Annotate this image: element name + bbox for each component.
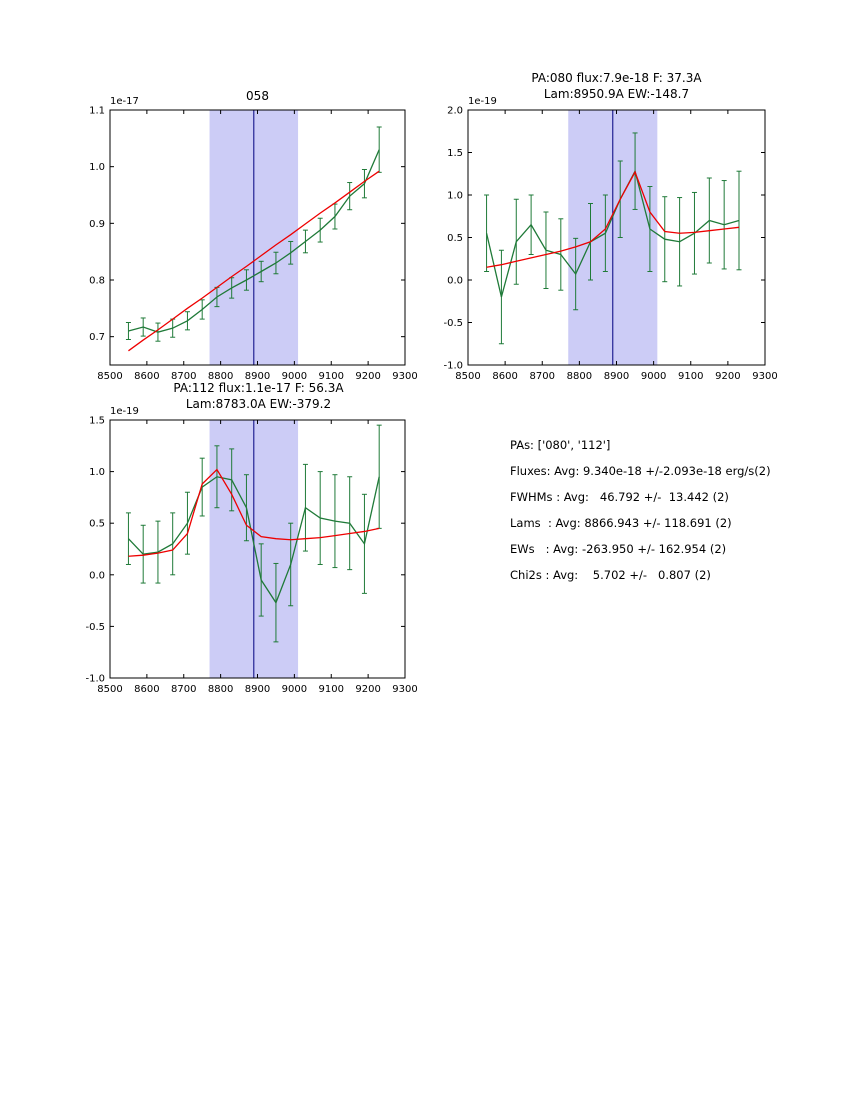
svg-text:8800: 8800: [567, 371, 592, 382]
svg-text:1e-19: 1e-19: [468, 96, 497, 107]
svg-text:0.5: 0.5: [447, 233, 463, 244]
svg-text:0.9: 0.9: [89, 219, 105, 230]
svg-text:9000: 9000: [282, 684, 307, 695]
plot-title: PA:112 flux:1.1e-17 F: 56.3A Lam:8783.0A…: [110, 380, 407, 412]
svg-text:8700: 8700: [171, 371, 196, 382]
svg-text:9000: 9000: [282, 371, 307, 382]
svg-text:1.1: 1.1: [89, 106, 105, 117]
svg-text:9200: 9200: [355, 371, 380, 382]
summary-line-lams: Lams : Avg: 8866.943 +/- 118.691 (2): [510, 516, 732, 530]
spectrum-plot-pa112: PA:112 flux:1.1e-17 F: 56.3A Lam:8783.0A…: [60, 380, 422, 708]
svg-text:9100: 9100: [678, 371, 703, 382]
svg-text:9100: 9100: [319, 684, 344, 695]
plot-title: PA:080 flux:7.9e-18 F: 37.3A Lam:8950.9A…: [468, 70, 765, 102]
spectrum-plot-pa080: PA:080 flux:7.9e-18 F: 37.3A Lam:8950.9A…: [418, 70, 782, 392]
svg-text:1.5: 1.5: [447, 148, 463, 159]
plot-title-line1: PA:112 flux:1.1e-17 F: 56.3A: [173, 381, 344, 395]
svg-text:1e-17: 1e-17: [110, 96, 139, 107]
svg-text:8800: 8800: [208, 371, 233, 382]
svg-text:9100: 9100: [319, 371, 344, 382]
spectrum-plot-058: 058 8500 8600 8700 8800 8900 9000 9100 9200 9300…: [60, 70, 422, 392]
svg-text:8600: 8600: [134, 371, 159, 382]
svg-text:9300: 9300: [392, 684, 417, 695]
svg-text:-0.5: -0.5: [443, 318, 463, 329]
svg-text:0.0: 0.0: [447, 276, 463, 287]
svg-text:2.0: 2.0: [447, 106, 463, 117]
svg-text:0.8: 0.8: [89, 276, 105, 287]
plot-canvas: 8500 8600 8700 8800 8900 9000 9100 9200 9300 -1.0…: [443, 96, 777, 382]
plot-canvas: 8500 8600 8700 8800 8900 9000 9100 9200 9300 -1.0…: [85, 406, 417, 695]
svg-text:1.5: 1.5: [89, 416, 105, 427]
svg-text:8900: 8900: [245, 371, 270, 382]
svg-text:1.0: 1.0: [89, 162, 105, 173]
svg-text:9000: 9000: [641, 371, 666, 382]
svg-text:-1.0: -1.0: [443, 361, 463, 372]
svg-text:8500: 8500: [97, 371, 122, 382]
svg-text:9200: 9200: [355, 684, 380, 695]
svg-text:1.0: 1.0: [89, 467, 105, 478]
summary-line-chi2s: Chi2s : Avg: 5.702 +/- 0.807 (2): [510, 568, 711, 582]
svg-text:8500: 8500: [97, 684, 122, 695]
svg-text:-0.5: -0.5: [85, 622, 105, 633]
plot-title-line2: Lam:8950.9A EW:-148.7: [543, 87, 690, 101]
summary-line-pas: PAs: ['080', '112']: [510, 438, 611, 452]
svg-text:1.0: 1.0: [447, 191, 463, 202]
svg-text:1e-19: 1e-19: [110, 406, 139, 417]
svg-text:0.7: 0.7: [89, 332, 105, 343]
svg-text:8500: 8500: [455, 371, 480, 382]
svg-text:-1.0: -1.0: [85, 674, 105, 685]
svg-text:8800: 8800: [208, 684, 233, 695]
summary-line-ews: EWs : Avg: -263.950 +/- 162.954 (2): [510, 542, 727, 556]
plot-title-line2: Lam:8783.0A EW:-379.2: [185, 397, 332, 411]
plot-title-line1: PA:080 flux:7.9e-18 F: 37.3A: [531, 71, 702, 85]
plot-title: 058: [246, 89, 269, 103]
svg-text:8900: 8900: [604, 371, 629, 382]
svg-text:8900: 8900: [245, 684, 270, 695]
plot-canvas: 8500 8600 8700 8800 8900 9000 9100 9200 9300 0.7 0…: [89, 96, 418, 382]
svg-text:0.5: 0.5: [89, 519, 105, 530]
svg-text:9300: 9300: [392, 371, 417, 382]
svg-text:8700: 8700: [530, 371, 555, 382]
svg-text:8700: 8700: [171, 684, 196, 695]
svg-text:9200: 9200: [715, 371, 740, 382]
summary-line-fwhms: FWHMs : Avg: 46.792 +/- 13.442 (2): [510, 490, 729, 504]
svg-text:8600: 8600: [492, 371, 517, 382]
summary-panel: PAs: ['080', '112'] Fluxes: Avg: 9.340e-…: [510, 432, 771, 588]
summary-line-fluxes: Fluxes: Avg: 9.340e-18 +/-2.093e-18 erg/…: [510, 464, 771, 478]
svg-text:8600: 8600: [134, 684, 159, 695]
svg-text:9300: 9300: [752, 371, 777, 382]
svg-text:0.0: 0.0: [89, 570, 105, 581]
